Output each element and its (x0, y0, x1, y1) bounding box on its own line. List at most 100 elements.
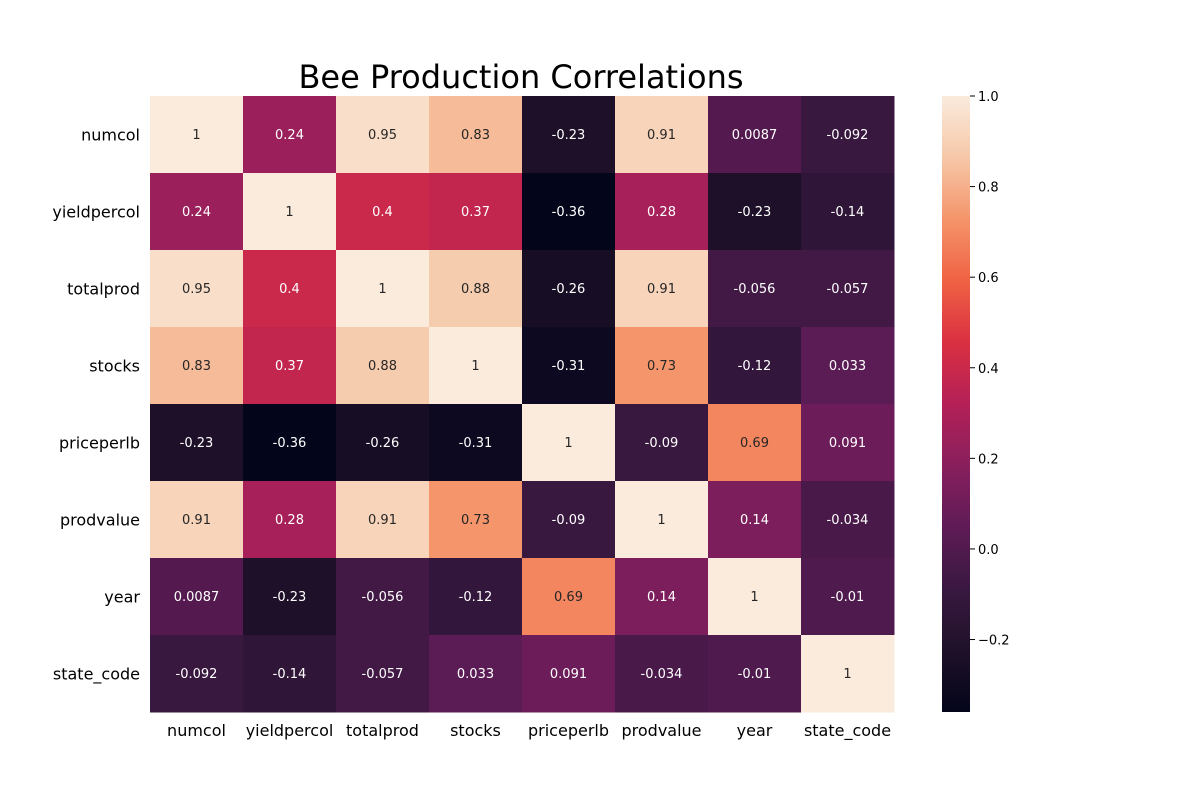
cell-annotations: 1 0.24 0.95 0.83 -0.23 0.91 0.0087 -0.092 0.24 1 0… (174, 128, 869, 682)
heatmap-cell-priceperlb-numcol (150, 404, 244, 482)
heatmap-cell-totalprod-stocks (429, 250, 523, 328)
cell-annotation: 0.88 (461, 282, 490, 297)
heatmap-cell-yieldpercol-state_code (801, 173, 895, 251)
heatmap-cell-state_code-year (708, 635, 802, 713)
heatmap-cell-stocks-state_code (801, 327, 895, 405)
heatmap-cells (150, 96, 895, 713)
y-tick-label: stocks (89, 357, 140, 376)
colorbar-tick-label: 0.4 (978, 362, 999, 377)
cell-annotation: 0.37 (275, 359, 304, 374)
heatmap-cell-totalprod-numcol (150, 250, 244, 328)
cell-annotation: -0.092 (827, 128, 869, 143)
cell-annotation: -0.12 (459, 590, 493, 605)
heatmap-cell-stocks-stocks (429, 327, 523, 405)
colorbar: 1.0 0.8 0.6 0.4 0.2 0.0 −0.2 (942, 90, 1010, 712)
cell-annotation: 0.95 (182, 282, 211, 297)
heatmap-cell-state_code-yieldpercol (243, 635, 337, 713)
x-tick-label: numcol (167, 721, 226, 740)
heatmap-cell-yieldpercol-yieldpercol (243, 173, 337, 251)
colorbar-tick-label: 1.0 (978, 90, 999, 105)
cell-annotation: 0.14 (740, 513, 769, 528)
y-tick-label: totalprod (67, 280, 140, 299)
cell-annotation: 1 (192, 128, 200, 143)
heatmap-cell-state_code-prodvalue (615, 635, 709, 713)
cell-annotation: 0.24 (182, 205, 211, 220)
cell-annotation: 0.4 (279, 282, 300, 297)
cell-annotation: 0.83 (182, 359, 211, 374)
cell-annotation: -0.056 (362, 590, 404, 605)
heatmap-cell-priceperlb-state_code (801, 404, 895, 482)
cell-annotation: 0.24 (275, 128, 304, 143)
x-tick-label: priceperlb (528, 721, 609, 740)
colorbar-tick-label: −0.2 (978, 634, 1010, 649)
heatmap-cell-numcol-prodvalue (615, 96, 709, 174)
x-tick-label: totalprod (346, 721, 419, 740)
heatmap-cell-yieldpercol-prodvalue (615, 173, 709, 251)
cell-annotation: 0.091 (829, 436, 866, 451)
x-tick-label: prodvalue (621, 721, 701, 740)
cell-annotation: -0.09 (552, 513, 586, 528)
heatmap-cell-stocks-totalprod (336, 327, 430, 405)
heatmap-cell-totalprod-yieldpercol (243, 250, 337, 328)
cell-annotation: 1 (750, 590, 758, 605)
colorbar-tick-label: 0.8 (978, 181, 999, 196)
heatmap-cell-prodvalue-yieldpercol (243, 481, 337, 559)
cell-annotation: -0.14 (831, 205, 865, 220)
heatmap-cell-year-priceperlb (522, 558, 616, 636)
cell-annotation: 0.73 (647, 359, 676, 374)
heatmap-cell-state_code-priceperlb (522, 635, 616, 713)
heatmap-cell-yieldpercol-priceperlb (522, 173, 616, 251)
heatmap-cell-year-prodvalue (615, 558, 709, 636)
heatmap-cell-prodvalue-stocks (429, 481, 523, 559)
heatmap-cell-priceperlb-stocks (429, 404, 523, 482)
cell-annotation: 0.69 (554, 590, 583, 605)
heatmap-cell-totalprod-year (708, 250, 802, 328)
cell-annotation: 1 (378, 282, 386, 297)
cell-annotation: -0.034 (827, 513, 869, 528)
cell-annotation: 0.95 (368, 128, 397, 143)
heatmap-cell-priceperlb-totalprod (336, 404, 430, 482)
heatmap-cell-prodvalue-year (708, 481, 802, 559)
heatmap-cell-stocks-prodvalue (615, 327, 709, 405)
heatmap-cell-yieldpercol-year (708, 173, 802, 251)
y-tick-label: yieldpercol (52, 203, 140, 222)
heatmap-cell-numcol-state_code (801, 96, 895, 174)
heatmap-cell-state_code-stocks (429, 635, 523, 713)
x-tick-label: state_code (804, 721, 891, 741)
y-tick-label: numcol (81, 126, 140, 145)
y-tick-label: state_code (53, 665, 140, 685)
cell-annotation: -0.23 (552, 128, 586, 143)
heatmap-cell-numcol-priceperlb (522, 96, 616, 174)
heatmap-cell-prodvalue-prodvalue (615, 481, 709, 559)
cell-annotation: 0.69 (740, 436, 769, 451)
cell-annotation: 0.83 (461, 128, 490, 143)
cell-annotation: -0.12 (738, 359, 772, 374)
cell-annotation: 1 (843, 667, 851, 682)
chart-title: Bee Production Correlations (298, 58, 743, 96)
colorbar-tick-label: 0.2 (978, 452, 999, 467)
heatmap-cell-priceperlb-yieldpercol (243, 404, 337, 482)
x-tick-label: yieldpercol (246, 721, 334, 740)
cell-annotation: 0.033 (457, 667, 494, 682)
cell-annotation: 0.033 (829, 359, 866, 374)
heatmap-cell-numcol-numcol (150, 96, 244, 174)
heatmap-cell-priceperlb-prodvalue (615, 404, 709, 482)
x-tick-label: year (737, 721, 773, 740)
cell-annotation: -0.09 (645, 436, 679, 451)
heatmap-cell-state_code-numcol (150, 635, 244, 713)
y-tick-label: prodvalue (60, 511, 140, 530)
cell-annotation: -0.23 (273, 590, 307, 605)
cell-annotation: 0.14 (647, 590, 676, 605)
y-tick-label: year (104, 588, 140, 607)
cell-annotation: 1 (657, 513, 665, 528)
cell-annotation: -0.31 (459, 436, 493, 451)
x-axis-labels: numcol yieldpercol totalprod stocks priceper… (167, 721, 891, 741)
cell-annotation: 0.91 (182, 513, 211, 528)
cell-annotation: 0.0087 (732, 128, 778, 143)
cell-annotation: -0.23 (180, 436, 214, 451)
heatmap-cell-stocks-priceperlb (522, 327, 616, 405)
cell-annotation: -0.057 (827, 282, 869, 297)
cell-annotation: -0.23 (738, 205, 772, 220)
cell-annotation: 1 (285, 205, 293, 220)
cell-annotation: -0.36 (552, 205, 586, 220)
